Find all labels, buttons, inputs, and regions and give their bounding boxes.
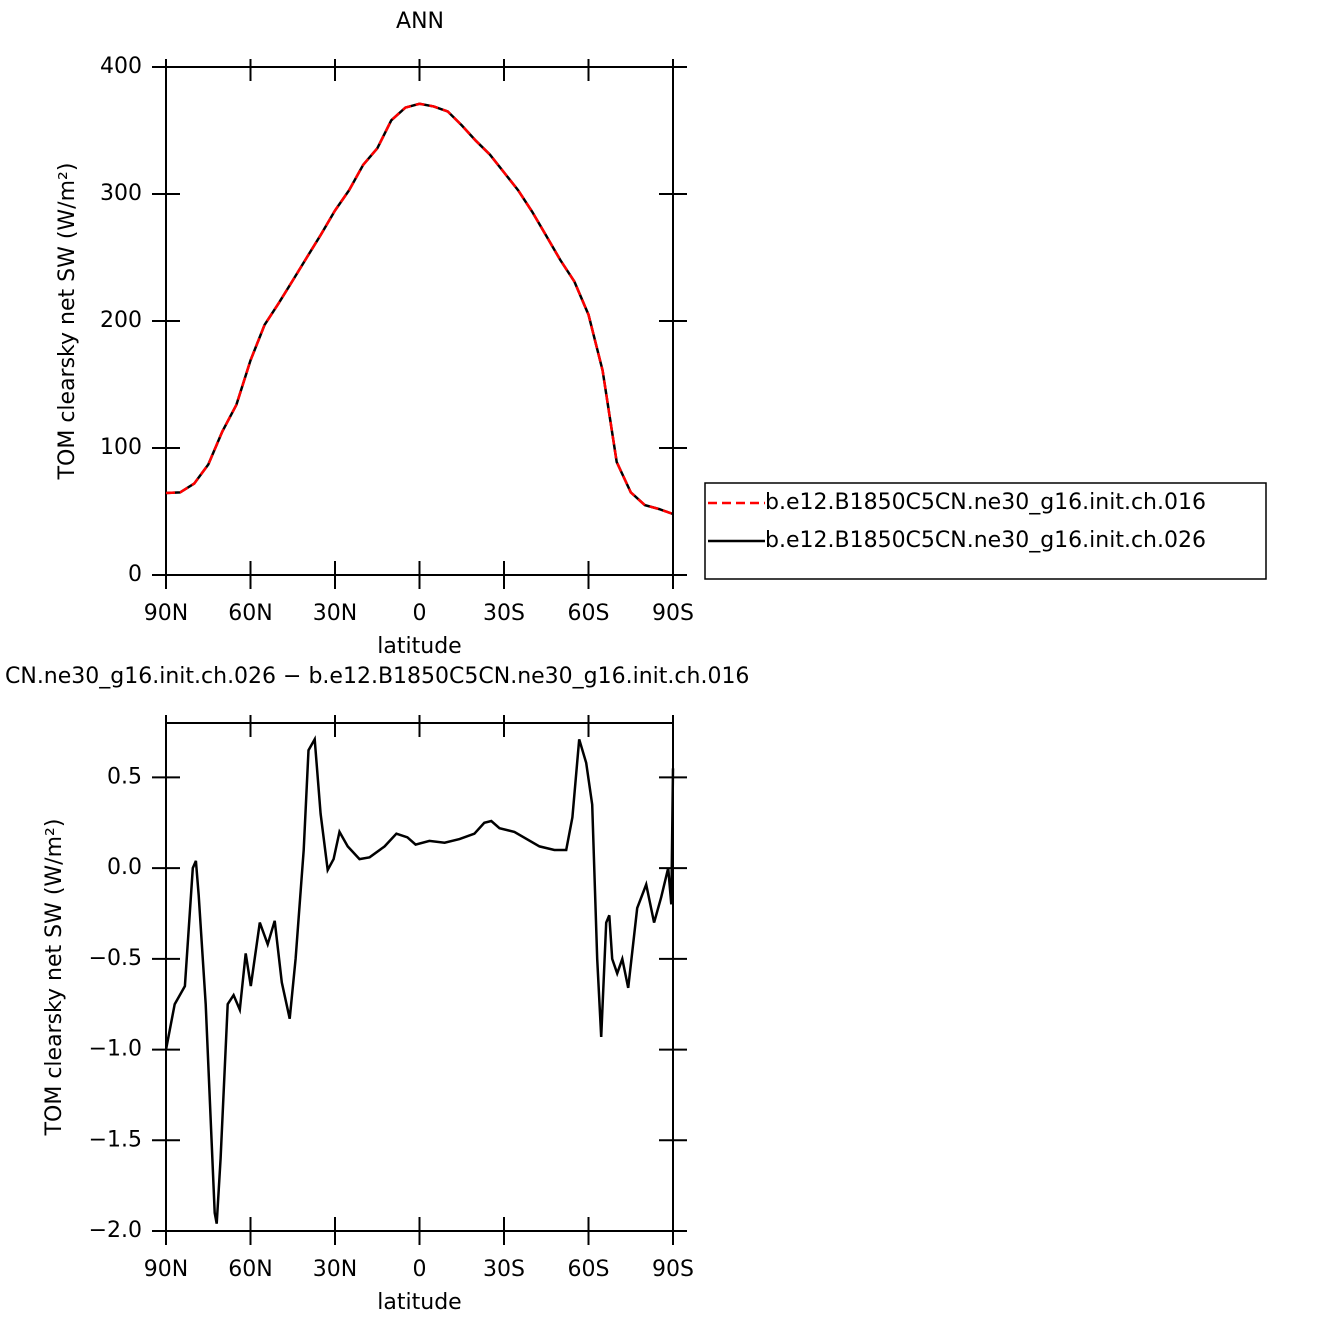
x-tick-label: 30S (483, 601, 525, 626)
x-tick-label: 30N (313, 1257, 357, 1282)
y-axis-label: TOM clearsky net SW (W/m²) (55, 163, 80, 481)
x-tick-label: 60S (568, 601, 610, 626)
data-line (164, 735, 675, 1224)
y-tick-label: −1.0 (89, 1037, 142, 1062)
y-tick-label: −2.0 (89, 1218, 142, 1243)
y-tick-label: 200 (100, 308, 142, 333)
y-tick-label: −0.5 (89, 946, 142, 971)
legend-box (704, 482, 1267, 580)
x-tick-label: 60S (568, 1257, 610, 1282)
y-tick-label: 0 (128, 562, 142, 587)
x-tick-label: 0 (413, 601, 427, 626)
x-tick-label: 60N (228, 601, 272, 626)
chart-title: CN.ne30_g16.init.ch.026 − b.e12.B1850C5C… (5, 664, 749, 689)
x-tick-label: 60N (228, 1257, 272, 1282)
data-line (165, 102, 674, 516)
x-axis-label: latitude (377, 1290, 461, 1315)
chart-title: ANN (396, 9, 444, 34)
legend-label: b.e12.B1850C5CN.ne30_g16.init.ch.016 (765, 490, 1206, 515)
x-axis-label: latitude (377, 634, 461, 659)
x-tick-label: 30S (483, 1257, 525, 1282)
y-tick-label: 400 (100, 54, 142, 79)
legend-label: b.e12.B1850C5CN.ne30_g16.init.ch.026 (765, 528, 1206, 553)
y-tick-label: 300 (100, 181, 142, 206)
x-tick-label: 90N (144, 601, 188, 626)
y-tick-label: 100 (100, 435, 142, 460)
plot-frame (165, 66, 674, 576)
y-tick-label: −1.5 (89, 1127, 142, 1152)
y-tick-label: 0.0 (107, 855, 142, 880)
x-tick-label: 0 (413, 1257, 427, 1282)
y-tick-label: 0.5 (107, 764, 142, 789)
x-tick-label: 30N (313, 601, 357, 626)
x-tick-label: 90S (652, 601, 694, 626)
y-axis-label: TOM clearsky net SW (W/m²) (42, 819, 67, 1137)
data-line (165, 102, 674, 516)
x-tick-label: 90N (144, 1257, 188, 1282)
x-tick-label: 90S (652, 1257, 694, 1282)
